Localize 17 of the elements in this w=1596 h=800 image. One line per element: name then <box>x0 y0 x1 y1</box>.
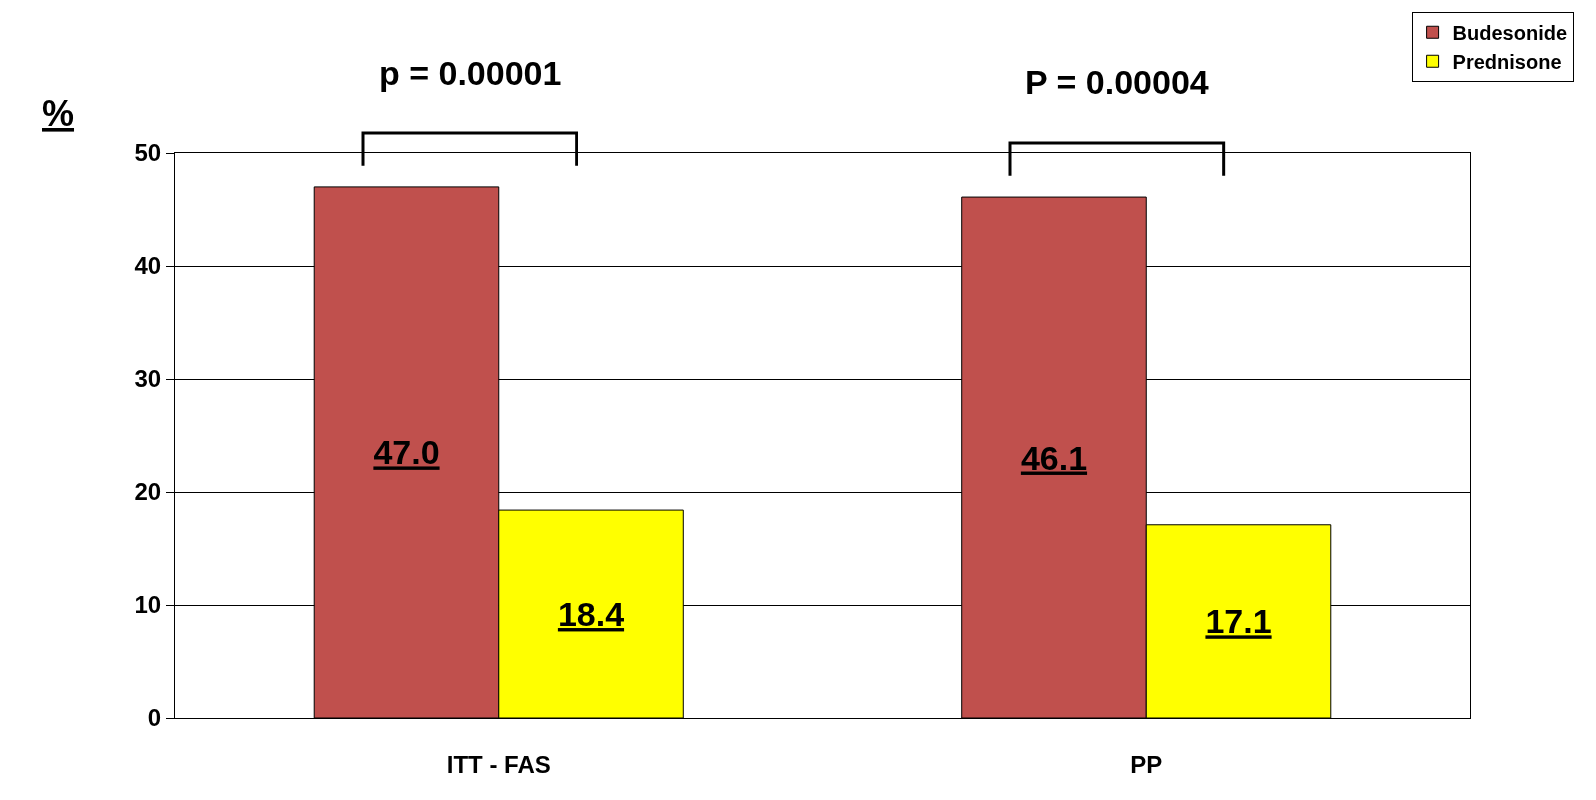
data-label: 17.1 <box>1205 602 1272 641</box>
data-label: 18.4 <box>557 595 625 634</box>
y-tick-label: 30 <box>134 365 162 393</box>
data-label: 47.0 <box>373 433 440 472</box>
legend-label: Prednisone <box>1452 51 1562 74</box>
x-tick-label: PP <box>1130 750 1163 778</box>
legend-label: Budesonide <box>1452 22 1568 45</box>
y-axis-title: % <box>42 93 75 134</box>
y-tick-label: 20 <box>134 478 162 506</box>
y-tick-label: 0 <box>147 704 162 732</box>
y-tick-label: 10 <box>134 591 162 619</box>
x-tick-label: ITT - FAS <box>446 750 551 778</box>
text: P = 0.00004 <box>1025 63 1209 101</box>
y-tick-label: 50 <box>134 139 162 167</box>
text: p = 0.00001 <box>379 54 562 92</box>
y-tick-label: 40 <box>134 252 162 280</box>
data-label: 46.1 <box>1020 438 1088 477</box>
